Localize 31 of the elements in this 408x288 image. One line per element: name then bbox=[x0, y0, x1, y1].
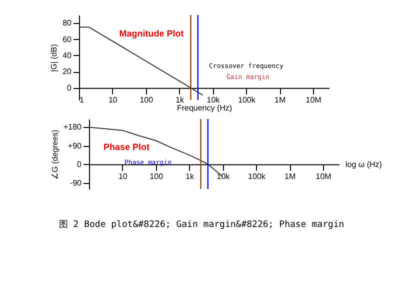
y-axis-title: |G| (dB) bbox=[50, 44, 59, 72]
annotation: Magnitude Plot bbox=[119, 28, 184, 39]
x-tick-label: 1k bbox=[186, 172, 196, 181]
x-axis-title: Frequency (Hz) bbox=[176, 103, 232, 112]
x-tick-label: 1M bbox=[284, 172, 296, 181]
y-tick-label: +90 bbox=[68, 141, 82, 150]
x-axis-title: log ω (Hz) bbox=[346, 160, 382, 169]
y-axis-title: ∠G (degrees) bbox=[50, 129, 60, 180]
annotation: Phase Plot bbox=[103, 142, 150, 152]
x-tick-label: 1M bbox=[274, 95, 286, 104]
y-tick-label: +180 bbox=[63, 122, 82, 132]
y-tick-label: 0 bbox=[77, 160, 82, 169]
y-tick-label: 60 bbox=[62, 34, 72, 44]
x-tick-label: 10k bbox=[216, 172, 231, 181]
x-tick-label: 10k bbox=[206, 95, 221, 104]
x-tick-label: 100k bbox=[248, 172, 266, 181]
x-tick-label: 10M bbox=[316, 172, 332, 181]
x-tick-label: 1k bbox=[176, 95, 186, 104]
y-tick-label: 0 bbox=[67, 83, 72, 92]
caption: 图 2 Bode plot&#8226; Gain margin&#8226; Phase margin bbox=[58, 220, 344, 230]
x-tick-label: 10 bbox=[118, 172, 128, 181]
y-tick-label: 40 bbox=[62, 50, 72, 60]
x-tick-label: 1 bbox=[80, 95, 84, 104]
x-tick-label: 100 bbox=[150, 172, 164, 181]
y-tick-label: 20 bbox=[62, 67, 72, 76]
x-tick-label: 100 bbox=[140, 95, 154, 104]
y-tick-label: 80 bbox=[62, 18, 72, 28]
x-tick-label: 10 bbox=[108, 95, 118, 104]
y-tick-label: -90 bbox=[70, 178, 82, 188]
x-tick-label: 100k bbox=[238, 95, 256, 104]
x-tick-label: 10M bbox=[306, 95, 322, 104]
